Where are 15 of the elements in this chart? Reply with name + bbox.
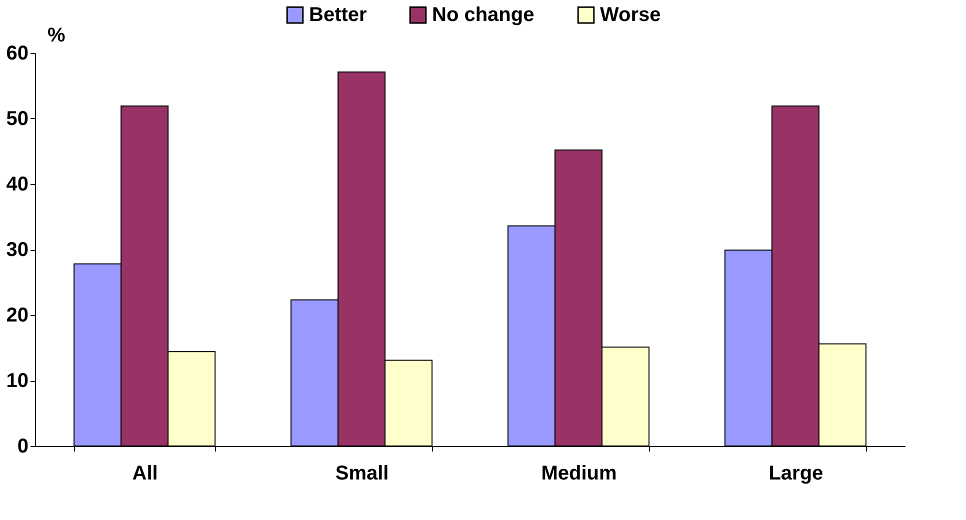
y-tick-label: 40 (6, 174, 28, 196)
y-tick-label: 10 (6, 370, 28, 392)
y-tick-label: 20 (6, 304, 28, 326)
x-tick-label: Medium (541, 462, 617, 484)
x-tick-label: Large (768, 462, 824, 484)
y-tick-label: 0 (17, 436, 28, 458)
legend-label: Worse (600, 4, 661, 26)
x-tick-label: All (132, 462, 158, 484)
y-axis-title: % (48, 24, 66, 46)
y-tick-label: 30 (6, 239, 28, 261)
legend-label: Better (309, 4, 368, 26)
x-tick-label: Small (335, 462, 389, 484)
legend-label: No change (432, 4, 534, 26)
y-tick-label: 50 (6, 108, 28, 130)
y-tick-label: 60 (6, 42, 28, 64)
